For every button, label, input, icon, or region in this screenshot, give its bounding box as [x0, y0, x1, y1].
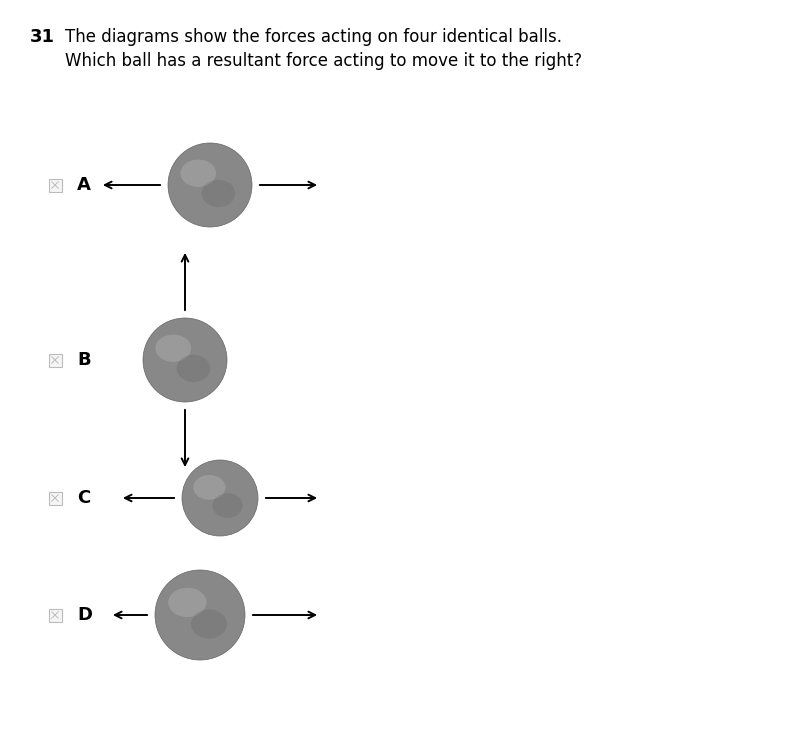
Text: 31: 31 — [30, 28, 55, 46]
Circle shape — [182, 460, 258, 536]
Ellipse shape — [202, 180, 235, 207]
Ellipse shape — [177, 355, 210, 382]
Circle shape — [168, 143, 252, 227]
Ellipse shape — [194, 475, 226, 500]
Circle shape — [155, 570, 245, 660]
Ellipse shape — [168, 588, 206, 617]
Text: The diagrams show the forces acting on four identical balls.: The diagrams show the forces acting on f… — [65, 28, 562, 46]
Bar — [49, 179, 62, 192]
Ellipse shape — [212, 493, 243, 518]
Ellipse shape — [155, 335, 191, 362]
Bar — [49, 354, 62, 367]
Text: C: C — [77, 489, 90, 507]
Circle shape — [143, 318, 227, 402]
Bar — [49, 491, 62, 504]
Ellipse shape — [191, 609, 227, 638]
Ellipse shape — [180, 160, 216, 187]
Bar — [49, 608, 62, 621]
Text: Which ball has a resultant force acting to move it to the right?: Which ball has a resultant force acting … — [65, 52, 582, 70]
Text: A: A — [77, 176, 91, 194]
Text: D: D — [77, 606, 92, 624]
Text: B: B — [77, 351, 90, 369]
